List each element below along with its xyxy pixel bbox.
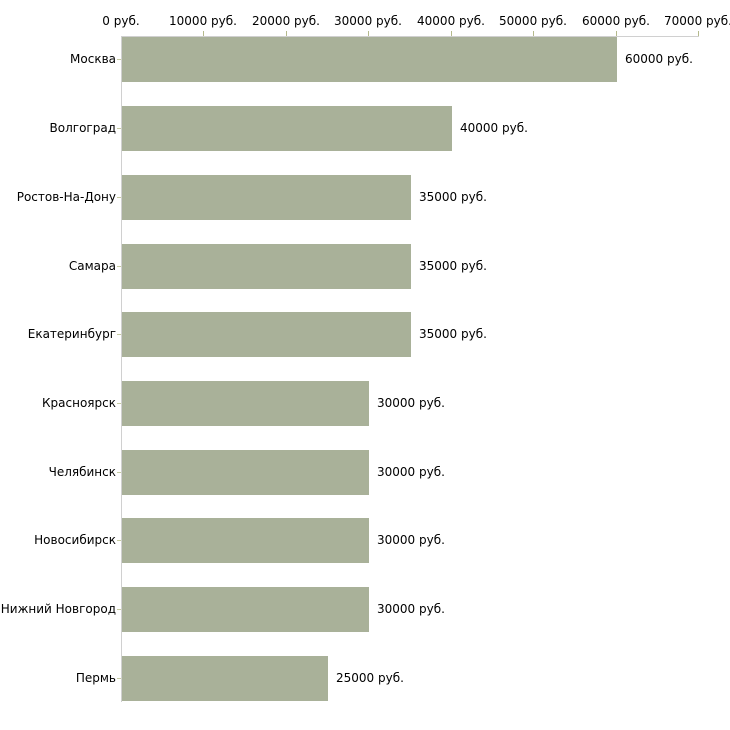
bar-row: Челябинск 30000 руб. [0, 450, 730, 495]
x-axis-tick-label: 60000 руб. [582, 14, 650, 28]
category-tick-mark [117, 334, 121, 335]
value-label: 60000 руб. [625, 52, 693, 66]
bar-row: Красноярск 30000 руб. [0, 381, 730, 426]
bar-row: Волгоград 40000 руб. [0, 106, 730, 151]
value-label: 35000 руб. [419, 259, 487, 273]
bar [122, 175, 411, 220]
value-label: 30000 руб. [377, 533, 445, 547]
value-label: 30000 руб. [377, 602, 445, 616]
bar-row: Нижний Новгород 30000 руб. [0, 587, 730, 632]
category-label: Ростов-На-Дону [16, 190, 116, 204]
x-axis-tick-mark [533, 31, 534, 36]
x-axis-tick-mark [368, 31, 369, 36]
bar [122, 312, 411, 357]
x-axis-tick-label: 70000 руб. [664, 14, 730, 28]
x-axis-tick-mark [286, 31, 287, 36]
x-axis-tick-label: 20000 руб. [252, 14, 320, 28]
x-axis-tick-mark [451, 31, 452, 36]
category-tick-mark [117, 540, 121, 541]
bar-row: Пермь 25000 руб. [0, 656, 730, 701]
x-axis-line [121, 36, 699, 37]
x-axis-tick-mark [203, 31, 204, 36]
value-label: 35000 руб. [419, 327, 487, 341]
category-tick-mark [117, 59, 121, 60]
bar [122, 381, 369, 426]
category-tick-mark [117, 128, 121, 129]
value-label: 30000 руб. [377, 396, 445, 410]
bar-row: Ростов-На-Дону 35000 руб. [0, 175, 730, 220]
value-label: 25000 руб. [336, 671, 404, 685]
category-label: Екатеринбург [27, 327, 116, 341]
x-axis-tick-label: 30000 руб. [334, 14, 402, 28]
bar [122, 518, 369, 563]
category-tick-mark [117, 403, 121, 404]
category-label: Пермь [75, 671, 116, 685]
category-label: Челябинск [48, 465, 116, 479]
value-label: 30000 руб. [377, 465, 445, 479]
category-label: Москва [70, 52, 116, 66]
x-axis-tick-label: 0 руб. [102, 14, 140, 28]
category-label: Новосибирск [34, 533, 116, 547]
bar-row: Екатеринбург 35000 руб. [0, 312, 730, 357]
category-label: Волгоград [49, 121, 116, 135]
bar-row: Новосибирск 30000 руб. [0, 518, 730, 563]
category-tick-mark [117, 266, 121, 267]
x-axis-tick-label: 40000 руб. [417, 14, 485, 28]
y-axis-line [121, 36, 122, 702]
category-tick-mark [117, 678, 121, 679]
bar-row: Москва 60000 руб. [0, 37, 730, 82]
x-axis-tick-label: 50000 руб. [499, 14, 567, 28]
x-axis-tick-label: 10000 руб. [169, 14, 237, 28]
category-tick-mark [117, 472, 121, 473]
bar [122, 450, 369, 495]
category-tick-mark [117, 197, 121, 198]
bar [122, 587, 369, 632]
x-axis-tick-mark [698, 31, 699, 36]
category-label: Нижний Новгород [0, 602, 116, 616]
bar [122, 244, 411, 289]
bar [122, 106, 452, 151]
category-label: Красноярск [42, 396, 116, 410]
bar [122, 656, 328, 701]
value-label: 35000 руб. [419, 190, 487, 204]
x-axis-tick-mark [616, 31, 617, 36]
category-label: Самара [68, 259, 116, 273]
bar [122, 37, 617, 82]
category-tick-mark [117, 609, 121, 610]
value-label: 40000 руб. [460, 121, 528, 135]
bar-row: Самара 35000 руб. [0, 244, 730, 289]
